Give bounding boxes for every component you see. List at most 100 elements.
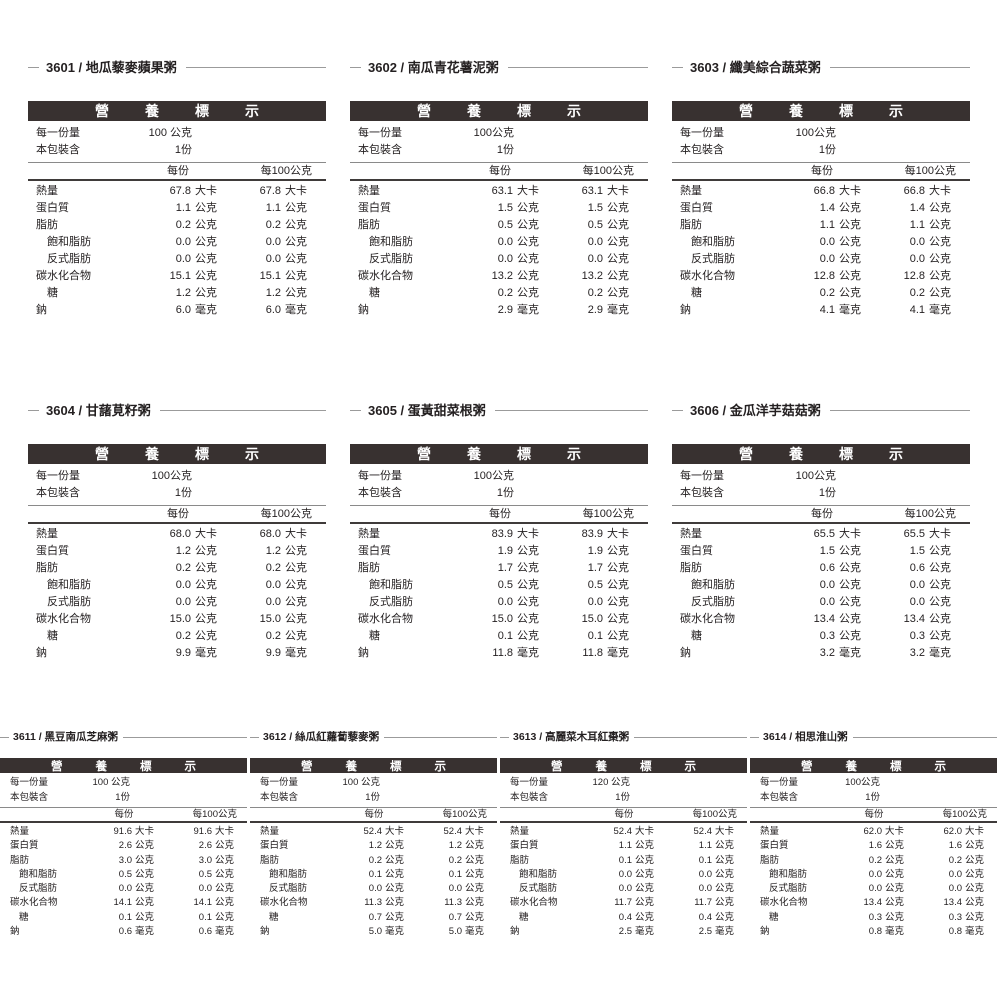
per-serving-cell: 13.4 公克 — [841, 896, 907, 910]
servings-per-pack-value: 1份 — [615, 791, 630, 803]
per-serving-unit: 大卡 — [635, 826, 655, 837]
per-serving-cell: 0.0 公克 — [134, 251, 222, 268]
per-serving-value: 0.2 — [175, 630, 191, 642]
nutrient-row: 碳水化合物 15.1 公克 15.1 公克 — [28, 268, 326, 285]
nutrient-row: 碳水化合物 13.4 公克 13.4 公克 — [672, 611, 970, 628]
per-serving-unit: 公克 — [839, 253, 861, 265]
per-serving-unit: 公克 — [635, 868, 655, 880]
per-serving-value: 11.8 — [492, 647, 513, 659]
per-100g-value: 1.5 — [909, 545, 925, 557]
per-serving-unit: 公克 — [517, 219, 539, 231]
per-100g-value: 0.0 — [198, 883, 212, 895]
per-100g-unit: 公克 — [607, 219, 629, 231]
per-100g-cell: 0.3 公克 — [907, 911, 997, 925]
nutrition-header-bar: 營養標示 — [28, 444, 326, 464]
per-serving-cell: 91.6 大卡 — [91, 825, 157, 839]
per-100g-value: 0.2 — [587, 287, 603, 299]
per-serving-value: 0.2 — [819, 287, 835, 299]
nutrient-row: 脂肪 1.7 公克 1.7 公克 — [350, 560, 648, 577]
product-title-row: 3601 / 地瓜藜麥蘋果粥 — [28, 60, 326, 75]
nutrient-name: 糖 — [369, 630, 380, 642]
nutrient-row: 鈉 6.0 毫克 6.0 毫克 — [28, 302, 326, 319]
nutrient-row: 碳水化合物 15.0 公克 15.0 公克 — [28, 611, 326, 628]
nutrient-row: 糖 0.2 公克 0.2 公克 — [28, 628, 326, 645]
per-100g-unit: 公克 — [929, 202, 951, 214]
per-serving-unit: 公克 — [885, 840, 905, 852]
nutrient-row: 飽和脂肪 0.5 公克 0.5 公克 — [350, 577, 648, 594]
nutrient-rows: 熱量 52.4 大卡 52.4 大卡 蛋白質 1.1 公克 1.1 公克 脂肪 … — [500, 823, 747, 939]
per-serving-value: 0.8 — [868, 926, 882, 938]
per-100g-unit: 公克 — [285, 270, 307, 282]
per-serving-unit: 公克 — [195, 630, 217, 642]
per-100g-cell: 0.8 毫克 — [907, 925, 997, 939]
nutrient-name: 蛋白質 — [358, 545, 391, 557]
nutrient-rows: 熱量 52.4 大卡 52.4 大卡 蛋白質 1.2 公克 1.2 公克 脂肪 … — [250, 823, 497, 939]
title-right-rule — [634, 736, 747, 738]
per-100g-column-header: 每100公克 — [942, 809, 987, 820]
per-serving-unit: 公克 — [195, 596, 217, 608]
per-100g-cell: 2.6 公克 — [157, 839, 247, 853]
nutrition-label: 3604 / 甘藷莧籽粥 營養標示 每一份量 100公克 本包裝含 1份 每份 … — [28, 403, 326, 662]
per-100g-cell: 0.0 公克 — [157, 882, 247, 896]
per-100g-value: 0.0 — [265, 596, 281, 608]
per-serving-unit: 毫克 — [517, 304, 539, 316]
per-serving-unit: 公克 — [385, 883, 405, 895]
nutrient-name: 碳水化合物 — [36, 270, 91, 282]
per-100g-cell: 1.2 公克 — [222, 543, 326, 560]
per-serving-cell: 1.5 公克 — [456, 200, 544, 217]
per-100g-value: 0.0 — [948, 868, 962, 880]
per-100g-value: 11.3 — [444, 897, 462, 909]
servings-per-pack-value: 1份 — [115, 791, 130, 803]
per-100g-cell: 0.0 公克 — [544, 251, 648, 268]
nutrition-header-text: 營養標示 — [801, 760, 979, 773]
servings-per-pack-row: 本包裝含 1份 — [500, 791, 747, 806]
nutrient-name: 飽和脂肪 — [47, 236, 91, 248]
nutrient-row: 鈉 0.6 毫克 0.6 毫克 — [0, 925, 247, 939]
per-100g-cell: 0.5 公克 — [544, 217, 648, 234]
nutrient-row: 碳水化合物 12.8 公克 12.8 公克 — [672, 268, 970, 285]
nutrient-row: 鈉 11.8 毫克 11.8 毫克 — [350, 645, 648, 662]
per-serving-cell: 1.2 公克 — [341, 839, 407, 853]
per-100g-cell: 15.1 公克 — [222, 268, 326, 285]
per-serving-unit: 大卡 — [885, 826, 905, 837]
per-serving-cell: 5.0 毫克 — [341, 925, 407, 939]
nutrient-row: 碳水化合物 13.2 公克 13.2 公克 — [350, 268, 648, 285]
nutrition-header-bar: 營養標示 — [0, 758, 247, 773]
serving-size-label: 每一份量 — [36, 470, 80, 482]
per-100g-unit: 毫克 — [715, 926, 735, 938]
product-title: 3604 / 甘藷莧籽粥 — [46, 403, 151, 418]
per-serving-cell: 1.1 公克 — [134, 200, 222, 217]
per-100g-unit: 公克 — [465, 911, 485, 923]
nutrient-rows: 熱量 68.0 大卡 68.0 大卡 蛋白質 1.2 公克 1.2 公克 脂肪 … — [28, 524, 326, 662]
nutrition-header-text: 營養標示 — [95, 103, 295, 119]
per-100g-column-header: 每100公克 — [582, 165, 634, 177]
per-100g-cell: 0.0 公克 — [657, 882, 747, 896]
per-100g-unit: 公克 — [285, 613, 307, 625]
nutrient-name: 飽和脂肪 — [769, 868, 808, 880]
per-serving-value: 0.7 — [368, 911, 382, 923]
per-serving-value: 63.1 — [491, 185, 513, 197]
per-100g-cell: 1.7 公克 — [544, 560, 648, 577]
nutrient-name: 反式脂肪 — [519, 883, 558, 895]
nutrient-name: 蛋白質 — [510, 840, 539, 852]
nutrient-name: 熱量 — [760, 826, 780, 837]
per-100g-unit: 公克 — [965, 840, 985, 852]
nutrient-name: 糖 — [47, 630, 58, 642]
per-serving-unit: 公克 — [635, 897, 655, 909]
per-serving-cell: 0.7 公克 — [341, 911, 407, 925]
per-serving-cell: 13.2 公克 — [456, 268, 544, 285]
nutrient-row: 脂肪 0.1 公克 0.1 公克 — [500, 854, 747, 868]
nutrition-label: 3602 / 南瓜青花薯泥粥 營養標示 每一份量 100公克 本包裝含 1份 每… — [350, 60, 648, 319]
column-header-row: 每份 每100公克 — [350, 505, 648, 524]
per-100g-cell: 1.1 公克 — [866, 217, 970, 234]
column-header-row: 每份 每100公克 — [250, 807, 497, 823]
nutrition-header-bar: 營養標示 — [28, 101, 326, 121]
per-serving-value: 91.6 — [113, 826, 133, 837]
serving-size-value: 100 公克 — [92, 777, 131, 788]
nutrient-name: 鈉 — [36, 647, 47, 659]
per-100g-value: 0.5 — [198, 868, 212, 880]
nutrient-row: 熱量 68.0 大卡 68.0 大卡 — [28, 526, 326, 543]
product-title: 3603 / 纖美綜合蔬菜粥 — [690, 60, 821, 75]
per-100g-value: 0.0 — [909, 579, 925, 591]
nutrient-name: 飽和脂肪 — [47, 579, 91, 591]
